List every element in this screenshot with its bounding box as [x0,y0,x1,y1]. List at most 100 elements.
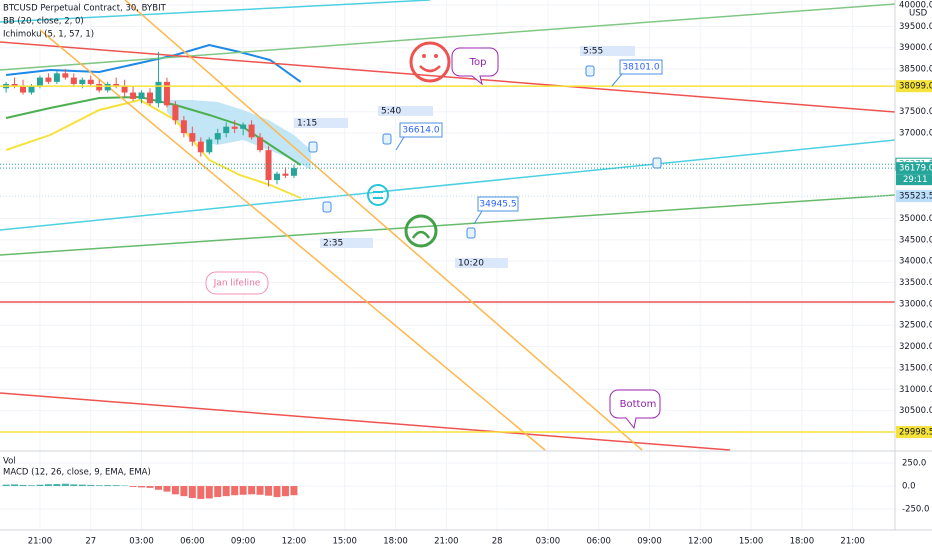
candle-body [198,142,204,153]
chart-title: BTCUSD Perpetual Contract, 30, BYBIT [3,4,167,14]
x-tick-label: 12:00 [688,537,713,547]
annotation: 34945.5 [479,200,516,210]
x-tick-label: 15:00 [739,537,764,547]
x-tick-label: 09:00 [637,537,662,547]
macd-bar [290,486,297,495]
macd-bar [11,484,18,486]
trend-line [0,140,895,230]
candle-body [28,86,34,92]
macd-bar [70,484,77,486]
smiley-mouth [413,232,429,238]
macd-bar [206,486,213,498]
annotations: Jan lifeline Top Bottom 5:55 38101.0 5:4… [206,43,662,428]
annotation: Top [469,57,487,68]
macd-bar [53,484,60,486]
macd-bar [265,486,272,496]
macd-bar [240,486,247,495]
price-tag-label: 29998.5 [899,428,932,438]
macd-bar [130,486,137,487]
candle-body [105,84,111,90]
candle-body [215,133,221,139]
annotation: 2:35 [323,239,343,249]
candle-body [122,86,128,92]
candle-body [20,86,26,92]
macd-bar [45,484,52,486]
candle-body [45,78,51,82]
candle-body [71,78,77,84]
smiley-mouth [420,66,440,71]
candle-body [206,139,212,152]
macd-bar [36,485,43,486]
smiley-eye [422,54,426,58]
candle-body [88,80,94,84]
macd-bar [155,486,162,490]
hand-icon [309,142,317,152]
annotation: 36614.0 [402,126,439,136]
x-tick-label: 09:00 [231,537,256,547]
y-tick-label: 31500.0 [899,363,932,373]
candle-body [249,125,255,138]
price-tag-label: 38099.0 [899,82,932,92]
hand-icon [586,66,594,76]
macd-bar [62,484,69,486]
candle-body [79,80,85,84]
x-tick-label: 18:00 [790,537,815,547]
annotation: 1:15 [297,119,317,129]
hand-icon [467,228,475,238]
x-tick-label: 21:00 [434,537,459,547]
x-tick-label: 03:00 [536,537,561,547]
currency: USD [909,9,928,19]
smiley-eye [434,54,438,58]
pointer [396,137,404,150]
candle-body [232,127,238,129]
y-tick-label: 30500.0 [899,406,932,416]
candle-body [96,84,102,90]
candle-body [189,133,195,142]
candle-body [223,127,229,133]
y-tick-label: 37500.0 [899,107,932,117]
macd-bar [96,485,103,486]
y-tick-label: 38500.0 [899,65,932,75]
hand-icon [653,158,661,168]
macd-bar [248,486,255,494]
trend-line [0,195,895,255]
candle-body [240,125,246,129]
pane-title: MACD (12, 26, close, 9, EMA, EMA) [3,468,151,478]
y-tick-label: 37000.0 [899,129,932,139]
candle-body [164,82,170,105]
macd-bar [163,486,170,492]
macd-bar [87,485,94,486]
y-tick-label: 39500.0 [899,22,932,32]
marks [0,52,895,499]
y-tick-label: 35000.0 [899,214,932,224]
y-tick-label: 0.0 [902,482,916,492]
candle-body [181,120,187,133]
y-tick-label: 34500.0 [899,235,932,245]
y-tick-label: 39000.0 [899,43,932,53]
annotation: Jan lifeline [213,279,261,289]
macd-bar [189,486,196,498]
indicator-label: Ichimoku (5, 1, 57, 1) [3,30,94,40]
macd-bar [113,485,120,486]
candle-body [139,93,145,99]
macd-bar [214,486,221,497]
y-tick-label: 33000.0 [899,299,932,309]
candle-body [257,137,263,150]
x-tick-label: 18:00 [383,537,408,547]
macd-bar [231,486,238,495]
macd-bar [180,486,187,496]
y-tick-label: 31000.0 [899,385,932,395]
macd-bar [273,486,280,497]
candle-body [155,82,161,103]
macd-bar [257,486,264,495]
macd-bar [223,486,230,496]
macd-bar [147,486,154,488]
macd-bar [20,485,27,486]
x-tick-label: 21:00 [28,537,53,547]
x-tick-label: 15:00 [332,537,357,547]
candle-body [291,168,297,176]
macd-bar [282,486,289,496]
candle-body [130,93,136,99]
